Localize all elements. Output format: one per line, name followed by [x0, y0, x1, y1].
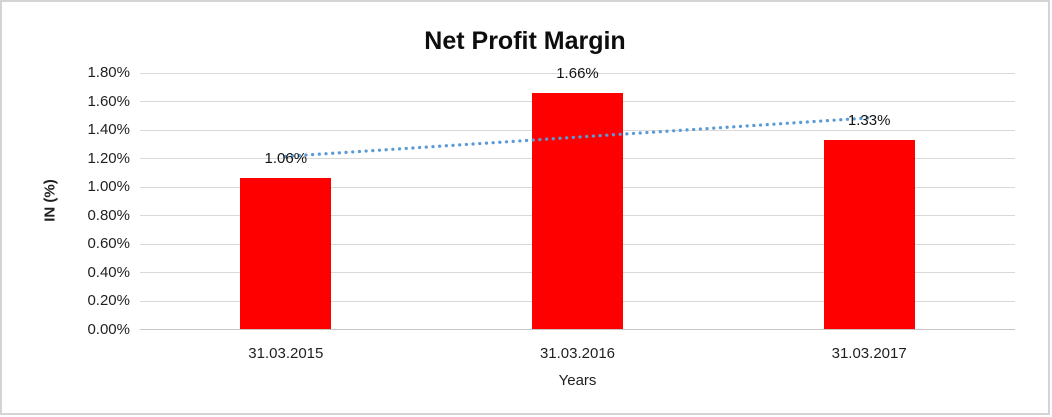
y-tick-label: 0.60% [87, 235, 130, 252]
y-tick-label: 0.00% [87, 320, 130, 338]
gridline [140, 72, 1015, 74]
bar-value-label: 1.33% [847, 111, 891, 129]
trendline [284, 116, 871, 158]
bar [532, 92, 623, 330]
x-tick-label: 31.03.2015 [248, 345, 324, 362]
y-tick-label: 1.80% [87, 64, 130, 81]
y-tick-label: 0.80% [87, 206, 130, 224]
bar [823, 139, 915, 330]
y-tick-label: 1.40% [87, 121, 130, 138]
bar-value-label: 1.06% [264, 150, 308, 168]
y-tick-label: 1.00% [87, 178, 130, 195]
chart-title: Net Profit Margin [424, 27, 626, 55]
trendline-path [284, 116, 871, 158]
x-axis-line [140, 329, 1015, 330]
bar [240, 178, 332, 330]
x-axis-title: Years [558, 372, 597, 389]
x-tick-label: 31.03.2017 [831, 345, 907, 362]
x-tick-label: 31.03.2016 [539, 345, 616, 362]
y-tick-label: 1.60% [87, 92, 130, 110]
y-tick-label: 0.20% [87, 292, 130, 309]
y-tick-label: 1.20% [87, 149, 130, 167]
bar-value-label: 1.66% [556, 64, 599, 82]
y-tick-label: 0.40% [87, 263, 130, 281]
